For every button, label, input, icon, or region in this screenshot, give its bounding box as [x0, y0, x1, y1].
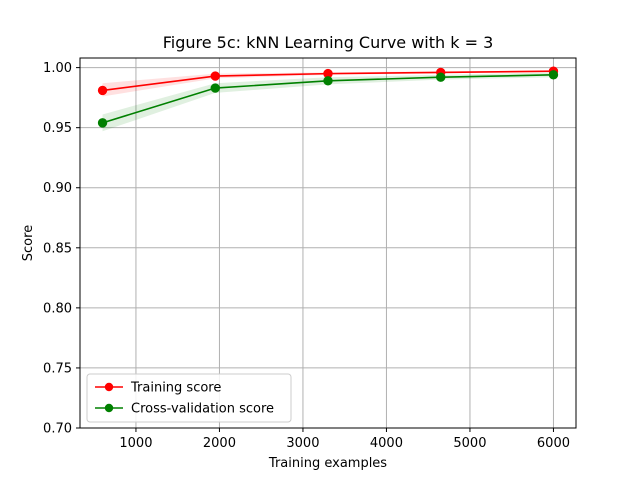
data-point: [210, 83, 220, 93]
legend-marker: [104, 403, 114, 413]
plot-frame: [79, 57, 577, 429]
y-axis-label: Score: [21, 225, 36, 261]
line-layer: [97, 66, 559, 128]
y-tick-label: 0.90: [43, 181, 72, 196]
legend-label: Cross-validation score: [131, 402, 274, 417]
y-tick-label: 1.00: [43, 61, 72, 76]
x-axis-label: Training examples: [268, 456, 387, 471]
chart-title: Figure 5c: kNN Learning Curve with k = 3: [163, 33, 494, 52]
grid-layer: [80, 58, 576, 429]
legend-marker: [104, 382, 114, 392]
data-point: [97, 118, 108, 128]
x-tick-label: 5000: [453, 436, 486, 451]
legend: Training score Cross-validation score: [86, 373, 292, 423]
data-point: [210, 71, 220, 81]
y-tick-label: 0.95: [43, 121, 72, 136]
x-tick-label: 1000: [119, 436, 152, 451]
y-tick-label: 0.80: [43, 301, 72, 316]
x-tick-label: 4000: [370, 436, 403, 451]
legend-box: [86, 373, 292, 423]
x-tick-label: 6000: [537, 436, 570, 451]
data-point: [323, 76, 333, 86]
data-point: [548, 70, 559, 80]
x-tick-label: 3000: [286, 436, 319, 451]
x-tick-label: 2000: [203, 436, 236, 451]
y-tick-label: 0.70: [43, 422, 72, 437]
tick-layer: 1000 2000 3000 4000 5000 6000 0.70 0.75 0.80 0.85…: [43, 61, 570, 451]
legend-label: Training score: [130, 381, 221, 396]
y-tick-label: 0.75: [43, 361, 72, 376]
data-point: [97, 85, 108, 96]
data-point: [436, 72, 446, 82]
y-tick-label: 0.85: [43, 241, 72, 256]
